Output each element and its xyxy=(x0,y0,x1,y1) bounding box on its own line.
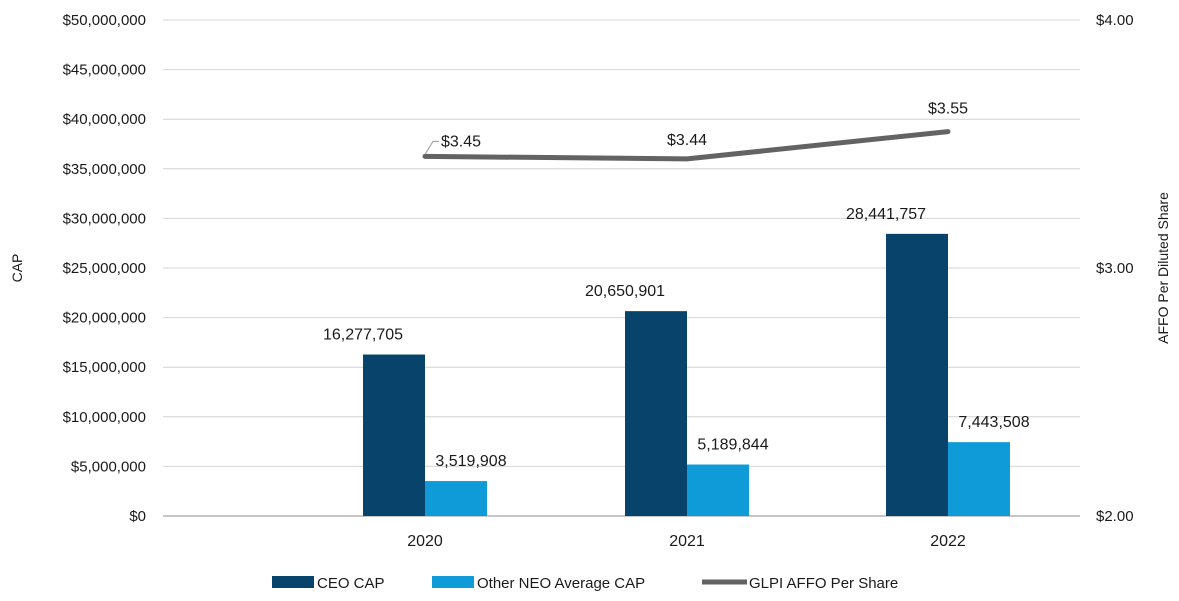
legend-swatch xyxy=(272,576,314,588)
legend-label: Other NEO Average CAP xyxy=(477,575,645,592)
label-leader-line xyxy=(424,140,439,155)
line-data-label: $3.44 xyxy=(667,132,707,149)
x-tick-label: 2022 xyxy=(930,533,966,550)
y-axis-title: CAP xyxy=(9,254,25,283)
x-tick-label: 2020 xyxy=(407,533,443,550)
y2-tick-label: $2.00 xyxy=(1096,508,1134,525)
data-label: 28,441,757 xyxy=(846,206,926,223)
data-label: 16,277,705 xyxy=(323,327,403,344)
data-label: 20,650,901 xyxy=(585,283,665,300)
data-label: 5,189,844 xyxy=(697,437,768,454)
y-tick-label: $45,000,000 xyxy=(63,62,146,79)
legend-swatch xyxy=(432,576,474,588)
y-tick-label: $30,000,000 xyxy=(63,210,146,227)
line-data-label: $3.55 xyxy=(928,101,968,118)
y-tick-label: $10,000,000 xyxy=(63,409,146,426)
data-label: 3,519,908 xyxy=(435,453,506,470)
y-tick-label: $15,000,000 xyxy=(63,359,146,376)
bar-ceo-cap xyxy=(886,233,948,516)
y-tick-label: $0 xyxy=(129,508,146,525)
line-data-label: $3.45 xyxy=(441,133,481,150)
y2-tick-label: $3.00 xyxy=(1096,260,1134,277)
y-tick-label: $5,000,000 xyxy=(71,458,146,475)
bar-ceo-cap xyxy=(363,354,425,516)
y-tick-label: $40,000,000 xyxy=(63,111,146,128)
y2-tick-label: $4.00 xyxy=(1096,12,1134,29)
y-tick-label: $50,000,000 xyxy=(63,12,146,29)
legend-label: GLPI AFFO Per Share xyxy=(749,575,898,592)
bar-neo-avg-cap xyxy=(425,481,487,516)
legend-label: CEO CAP xyxy=(317,575,385,592)
bar-neo-avg-cap xyxy=(687,464,749,516)
bar-ceo-cap xyxy=(625,311,687,516)
y-tick-label: $20,000,000 xyxy=(63,310,146,327)
x-tick-label: 2021 xyxy=(669,533,705,550)
data-label: 7,443,508 xyxy=(958,414,1029,431)
line-glpi-affo xyxy=(422,129,951,162)
bar-neo-avg-cap xyxy=(948,442,1010,516)
y-tick-label: $35,000,000 xyxy=(63,161,146,178)
y2-axis-title: AFFO Per Diluted Share xyxy=(1155,192,1171,344)
y-tick-label: $25,000,000 xyxy=(63,260,146,277)
